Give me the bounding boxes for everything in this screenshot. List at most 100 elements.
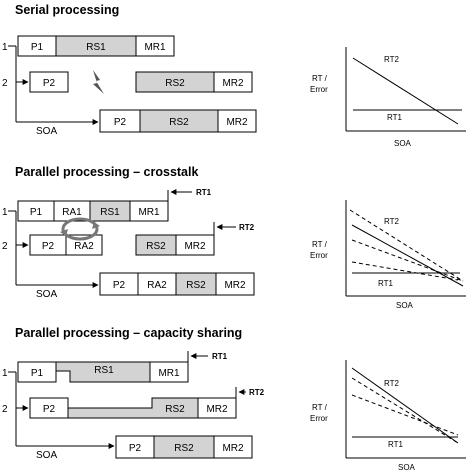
- soa-label: SOA: [36, 126, 57, 137]
- task-1-chain: P1 RS1 MR1: [17, 35, 175, 57]
- task-1-chain: P1 RA1 RS1 MR1: [17, 200, 169, 222]
- stage-box-mr1: [129, 200, 169, 222]
- stage-label: P2: [114, 117, 127, 128]
- stage-label: RS2: [165, 78, 185, 89]
- stage-box-p2: [29, 71, 69, 93]
- rt1-dashed-line: [351, 394, 459, 436]
- rt1-marker-label: RT1: [212, 352, 228, 361]
- cycle-arrow-icon: [92, 222, 100, 229]
- stage-label: MR2: [184, 241, 206, 252]
- row-label-1: 1: [2, 207, 8, 218]
- soa-label: SOA: [36, 450, 57, 461]
- stage-label: RA1: [62, 207, 82, 218]
- stage-label: MR2: [226, 117, 248, 128]
- rt1-label: RT1: [388, 440, 404, 449]
- rt1-label: RT1: [387, 113, 403, 122]
- rt1-marker: RT1: [187, 351, 228, 362]
- row-label-2: 2: [2, 404, 8, 415]
- task-2-chain-late: P2 RS2 MR2: [115, 435, 253, 459]
- section-capacity-sharing: Parallel processing – capacity sharing 1…: [2, 326, 466, 472]
- y-axis-label: RT /: [312, 240, 328, 249]
- stage-label: MR1: [158, 368, 180, 379]
- stage-box-mr2: [217, 109, 257, 133]
- stage-label: MR1: [144, 42, 166, 53]
- row-label-1: 1: [2, 42, 8, 53]
- stage-label: MR2: [222, 78, 244, 89]
- section-serial: Serial processing 1 P1 RS1 MR1 2 P2 RS2 …: [2, 3, 466, 148]
- stage-label: RA2: [147, 280, 167, 291]
- soa-label: SOA: [36, 289, 57, 300]
- rt1-label: RT1: [378, 279, 394, 288]
- stage-label: MR2: [206, 404, 228, 415]
- x-axis-label: SOA: [396, 301, 414, 310]
- stage-box-mr1: [149, 361, 189, 383]
- x-axis-label: SOA: [394, 139, 412, 148]
- stage-label: RS1: [100, 207, 120, 218]
- row-label-1: 1: [2, 368, 8, 379]
- y-axis-label: RT /: [312, 403, 328, 412]
- section-title: Serial processing: [15, 3, 119, 17]
- cycle-ring: [61, 217, 99, 241]
- stage-box-mr2: [213, 435, 253, 459]
- rt2-lower-dashed-line: [351, 239, 464, 282]
- stage-label: P1: [30, 207, 43, 218]
- x-axis-label: SOA: [398, 463, 416, 472]
- rt-graph: RT / Error RT2 RT1 SOA: [310, 360, 466, 472]
- rt2-marker: RT2: [235, 387, 265, 398]
- rt2-dashed-line: [351, 377, 459, 444]
- y-axis-label: Error: [310, 414, 328, 423]
- row-label-2: 2: [2, 78, 8, 89]
- stage-box-mr2: [197, 397, 237, 419]
- section-crosstalk: Parallel processing – crosstalk 1 P1 RA1…: [2, 165, 466, 310]
- stage-label: P1: [31, 368, 44, 379]
- stage-label: RS2: [169, 117, 189, 128]
- rt2-label: RT2: [384, 55, 400, 64]
- stage-label: RA2: [74, 241, 94, 252]
- rt2-upper-dashed-line: [349, 209, 464, 282]
- rt2-marker: RT2: [213, 222, 255, 235]
- section-title: Parallel processing – crosstalk: [15, 165, 198, 179]
- task-2-chain-late: P2 RA2 RS2 MR2: [99, 272, 255, 296]
- stage-label: P2: [43, 78, 56, 89]
- rt-graph: RT / Error RT2 RT1 SOA: [310, 47, 466, 148]
- rt2-line: [351, 367, 459, 444]
- stage-label: RS2: [165, 404, 185, 415]
- stage-label: RS2: [146, 241, 166, 252]
- stage-label: RS2: [174, 443, 194, 454]
- stage-box-mr1: [135, 35, 175, 57]
- task-2-chain-early: P2 RS2 MR2: [29, 70, 253, 94]
- rt2-label: RT2: [384, 379, 400, 388]
- stage-label: P2: [43, 404, 56, 415]
- stage-label: RS1: [86, 42, 106, 53]
- y-axis-label: RT /: [312, 74, 328, 83]
- stage-box-mr2: [213, 71, 253, 93]
- task-2-chain-early: P2 RS2 MR2: [29, 397, 237, 419]
- stage-label: MR1: [138, 207, 160, 218]
- rt2-line: [351, 224, 464, 287]
- rt1-marker-label: RT1: [196, 188, 212, 197]
- task-1-chain: P1 RS1 MR1: [17, 361, 189, 383]
- rt2-line: [352, 57, 459, 125]
- stage-label: MR2: [224, 280, 246, 291]
- cycle-arrow-icon: [60, 229, 68, 236]
- stage-label: P2: [113, 280, 126, 291]
- task-2-chain-late: P2 RS2 MR2: [99, 109, 257, 133]
- rt1-marker: RT1: [167, 188, 212, 201]
- stage-label: RS2: [186, 280, 206, 291]
- y-axis-label: Error: [310, 251, 328, 260]
- section-title: Parallel processing – capacity sharing: [15, 326, 242, 340]
- stage-label: RS1: [94, 365, 114, 376]
- stage-box-mr2: [215, 272, 255, 296]
- stage-label: MR2: [222, 443, 244, 454]
- rt2-marker-label: RT2: [249, 388, 265, 397]
- stage-label: P2: [129, 443, 142, 454]
- rt2-marker-label: RT2: [239, 223, 255, 232]
- task-2-chain-early: P2 RA2 RS2 MR2: [29, 234, 215, 256]
- row-label-2: 2: [2, 241, 8, 252]
- stage-label: P1: [31, 42, 44, 53]
- crosstalk-cycle-icon: [60, 217, 100, 241]
- rt-graph: RT / Error RT2 RT1 SOA: [310, 200, 466, 310]
- rt1-dashed-line: [351, 261, 459, 281]
- stage-label: P2: [42, 241, 55, 252]
